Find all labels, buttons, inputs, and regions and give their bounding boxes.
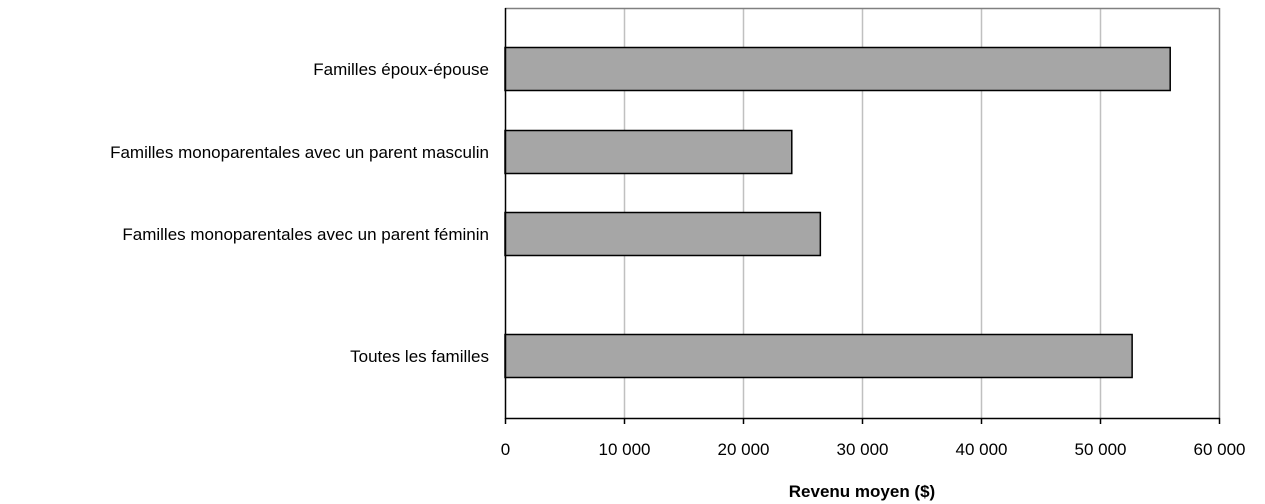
axes	[504, 8, 1221, 424]
x-tick-label-6: 60 000	[1194, 440, 1246, 459]
category-label-1: Familles monoparentales avec un parent m…	[110, 143, 489, 162]
bar-1	[504, 129, 793, 175]
x-tick-label-1: 10 000	[599, 440, 651, 459]
x-tick-labels: 0 10 000 20 000 30 000 40 000 50 000 60 000	[501, 440, 1246, 459]
x-tick-label-5: 50 000	[1075, 440, 1127, 459]
bars	[504, 46, 1171, 379]
bar-3	[504, 333, 1133, 379]
category-label-2: Familles monoparentales avec un parent f…	[122, 225, 489, 244]
category-label-3: Toutes les familles	[350, 347, 489, 366]
x-tick-label-3: 30 000	[837, 440, 889, 459]
x-axis-title: Revenu moyen ($)	[789, 482, 935, 501]
category-label-0: Familles époux-épouse	[313, 60, 489, 79]
x-tick-label-2: 20 000	[718, 440, 770, 459]
plot-frame	[505, 7, 1221, 418]
bar-0	[504, 46, 1171, 92]
x-tick-label-4: 40 000	[956, 440, 1008, 459]
bar-2	[504, 211, 822, 257]
category-labels: Familles époux-épouse Familles monoparent…	[110, 60, 489, 366]
x-tick-label-0: 0	[501, 440, 510, 459]
